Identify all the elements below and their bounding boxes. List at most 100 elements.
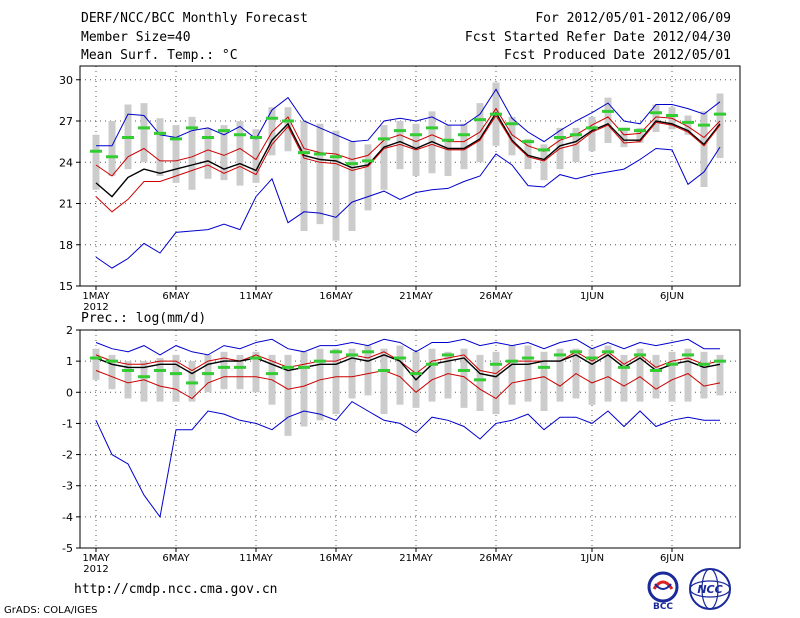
temp-observed-marker: [314, 152, 326, 156]
temp-observed-marker: [218, 129, 230, 133]
prec-observed-marker: [330, 350, 342, 354]
prec-observed-marker: [474, 378, 486, 382]
temp-range-bar: [172, 125, 180, 183]
temp-range-bar: [604, 97, 612, 143]
temp-observed-marker: [698, 123, 710, 127]
temp-observed-marker: [346, 162, 358, 166]
prec-observed-marker: [634, 353, 646, 357]
temp-range-bar: [444, 125, 452, 176]
prec-y-tick-label: -4: [62, 511, 73, 524]
prec-observed-marker: [506, 359, 518, 363]
temp-observed-marker: [330, 155, 342, 159]
temp-observed-marker: [154, 131, 166, 135]
prec-range-bar: [316, 348, 324, 421]
prec-x-tick-label: 6JUN: [660, 553, 684, 564]
temp-range-bar: [364, 144, 372, 211]
temp-range-bar: [236, 121, 244, 186]
prec-observed-marker: [234, 365, 246, 369]
temp-y-tick-label: 27: [59, 115, 73, 128]
prec-range-bar: [508, 345, 516, 405]
prec-observed-marker: [682, 353, 694, 357]
prec-observed-marker: [666, 362, 678, 366]
temp-range-bar: [316, 123, 324, 225]
prec-y-tick-label: -3: [62, 480, 73, 493]
prec-series-member-min: [95, 369, 721, 400]
prec-observed-marker: [362, 350, 374, 354]
temp-observed-marker: [106, 155, 118, 159]
prec-observed-marker: [538, 365, 550, 369]
prec-observed-marker: [186, 381, 198, 385]
prec-y-tick-label: 0: [66, 386, 73, 399]
prec-range-bar: [108, 354, 116, 390]
temp-range-bar: [652, 104, 660, 132]
prec-series-max: [95, 338, 720, 356]
prec-x-tick-label: 6MAY: [162, 553, 190, 564]
prec-range-bar: [428, 348, 436, 402]
temp-series-min: [95, 146, 721, 269]
temp-observed-marker: [170, 137, 182, 141]
temp-observed-marker: [90, 149, 102, 153]
prec-observed-marker: [90, 356, 102, 360]
temp-x-tick-label: 16MAY: [319, 291, 353, 302]
prec-x-tick-label: 16MAY: [319, 553, 353, 564]
prec-range-bar: [700, 351, 708, 399]
temp-range-bar: [572, 127, 580, 163]
temp-range-bar: [92, 134, 100, 190]
temp-observed-marker: [666, 114, 678, 117]
prec-x-tick-label: 26MAY: [479, 553, 513, 564]
prec-range-bar: [540, 351, 548, 411]
temp-x-tick-label: 1MAY: [82, 291, 110, 302]
produced-date: Fcst Produced Date 2012/05/01: [504, 48, 731, 63]
prec-range-bar: [652, 354, 660, 399]
prec-observed-marker: [346, 353, 358, 357]
prec-range-bar: [300, 351, 308, 427]
refer-date: Fcst Started Refer Date 2012/04/30: [464, 30, 731, 45]
prec-y-tick-label: 2: [66, 324, 73, 337]
temp-range-bar: [476, 103, 484, 163]
prec-observed-marker: [586, 356, 598, 360]
temp-x-tick-label: 21MAY: [399, 291, 433, 302]
prec-observed-marker: [106, 359, 118, 363]
temp-x-tick-label: 1JUN: [580, 291, 604, 302]
temp-observed-marker: [634, 129, 646, 133]
temp-series-member-max: [95, 107, 721, 177]
temp-observed-marker: [714, 112, 726, 116]
temp-y-tick-label: 18: [59, 239, 73, 252]
temp-observed-marker: [618, 127, 630, 131]
temp-series-max: [96, 88, 721, 147]
temp-observed-marker: [474, 118, 486, 122]
prec-range-bar: [636, 348, 644, 402]
temp-range-bar: [460, 123, 468, 170]
source-url[interactable]: http://cmdp.ncc.cma.gov.cn: [74, 582, 278, 597]
prec-observed-marker: [282, 365, 294, 369]
ncc-logo-text: NCC: [697, 583, 722, 596]
temp-observed-marker: [410, 133, 422, 137]
temp-range-bar: [540, 144, 548, 181]
temp-year-label: 2012: [83, 302, 108, 313]
temp-observed-marker: [490, 112, 502, 116]
forecast-period: For 2012/05/01-2012/06/09: [535, 11, 731, 26]
prec-x-tick-label: 11MAY: [239, 553, 273, 564]
temp-range-bar: [140, 103, 148, 163]
temp-observed-marker: [282, 119, 294, 123]
temp-observed-marker: [506, 122, 518, 126]
prec-observed-marker: [698, 362, 710, 366]
temp-y-tick-label: 21: [59, 198, 73, 211]
prec-observed-marker: [170, 372, 182, 376]
temp-observed-marker: [394, 129, 406, 133]
temp-range-bar: [220, 125, 228, 181]
prec-range-bar: [220, 351, 228, 390]
temp-observed-marker: [538, 148, 550, 152]
temp-range-bar: [204, 127, 212, 179]
prec-observed-marker: [138, 375, 150, 379]
prec-observed-marker: [250, 356, 262, 360]
prec-range-bar: [348, 348, 356, 399]
prec-range-bar: [444, 351, 452, 399]
prec-year-label: 2012: [83, 564, 108, 575]
prec-range-bar: [716, 354, 724, 396]
prec-x-tick-label: 1MAY: [82, 553, 110, 564]
prec-range-bar: [252, 351, 260, 393]
temp-range-bar: [188, 116, 196, 190]
prec-observed-marker: [458, 368, 470, 372]
